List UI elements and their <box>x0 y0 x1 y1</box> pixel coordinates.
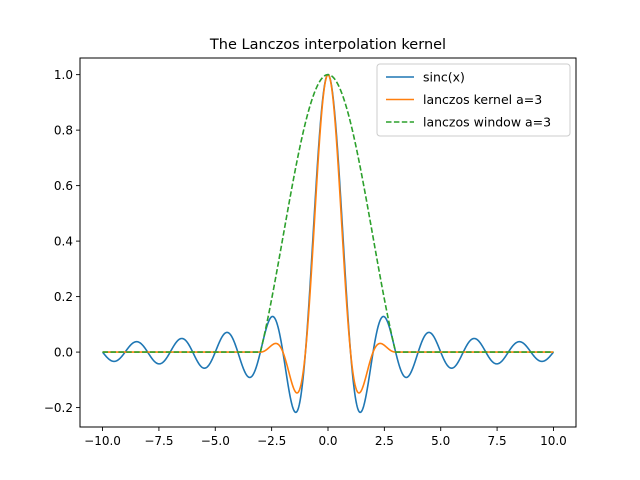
x-tick-label: 10.0 <box>540 434 567 448</box>
series-line-2 <box>101 73 555 353</box>
x-tick-label: 5.0 <box>431 434 450 448</box>
legend: sinc(x) lanczos kernel a=3 lanczos window … <box>376 63 571 137</box>
y-tick-label: 1.0 <box>54 68 73 82</box>
y-tick-label: 0.4 <box>54 234 73 248</box>
x-tick-label: −7.5 <box>144 434 173 448</box>
legend-label-2: lanczos window a=3 <box>423 115 551 130</box>
x-tick-label: 0.0 <box>318 434 337 448</box>
legend-label-1: lanczos kernel a=3 <box>423 92 542 107</box>
y-axis: −0.2 0.0 0.2 0.4 0.6 0.8 1.0 <box>44 68 80 415</box>
y-tick-label: −0.2 <box>44 401 73 415</box>
y-tick-label: 0.0 <box>54 345 73 359</box>
x-tick-label: −10.0 <box>84 434 121 448</box>
chart-title: The Lanczos interpolation kernel <box>209 37 446 53</box>
x-tick-label: 7.5 <box>488 434 507 448</box>
y-tick-label: 0.2 <box>54 290 73 304</box>
y-tick-label: 0.6 <box>54 179 73 193</box>
legend-box <box>376 63 571 137</box>
x-tick-label: −2.5 <box>257 434 286 448</box>
x-axis: −10.0 −7.5 −5.0 −2.5 0.0 2.5 5.0 7.5 10.0 <box>84 427 567 448</box>
legend-label-0: sinc(x) <box>423 70 465 85</box>
x-tick-label: −5.0 <box>201 434 230 448</box>
series-layer <box>101 73 555 414</box>
y-tick-label: 0.8 <box>54 123 73 137</box>
x-tick-label: 2.5 <box>375 434 394 448</box>
